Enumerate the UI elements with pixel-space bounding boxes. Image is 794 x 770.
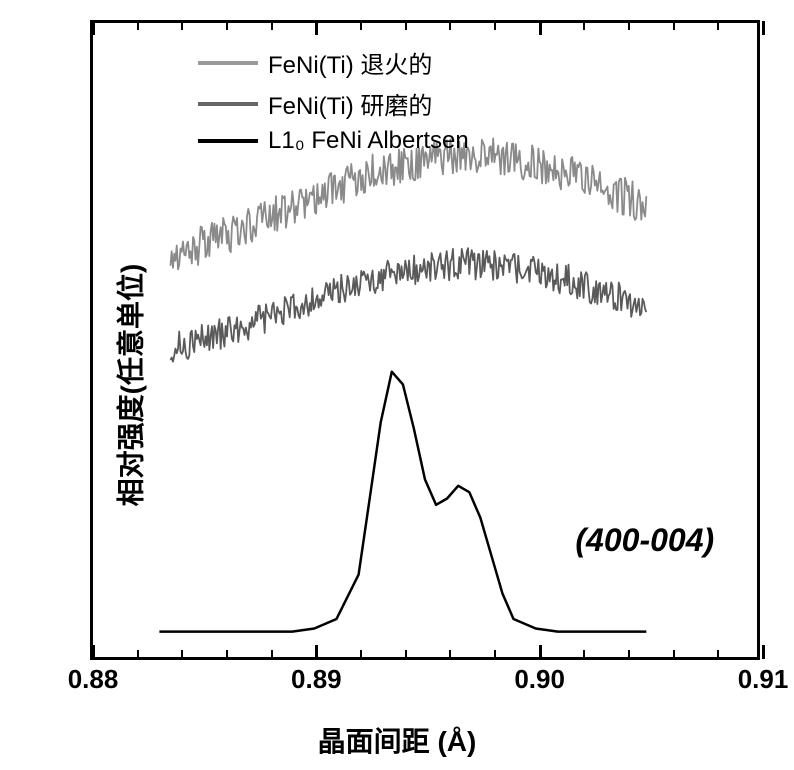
x-tick-minor [628, 650, 630, 658]
x-tick-minor [583, 650, 585, 658]
x-tick-minor [181, 650, 183, 658]
series-path [159, 372, 646, 632]
x-tick-top-minor [360, 22, 362, 30]
x-tick-minor [673, 650, 675, 658]
x-tick-top-minor [405, 22, 407, 30]
peak-annotation: (400-004) [575, 522, 714, 559]
x-tick-top-minor [226, 22, 228, 30]
x-tick-major [762, 645, 765, 659]
x-tick-top-major [539, 21, 542, 35]
x-tick-minor [360, 650, 362, 658]
x-tick-minor [226, 650, 228, 658]
x-tick-top-minor [673, 22, 675, 30]
x-tick-major [315, 645, 318, 659]
x-tick-top-minor [583, 22, 585, 30]
legend-line [198, 102, 258, 106]
x-tick-top-minor [494, 22, 496, 30]
x-tick-label: 0.90 [514, 664, 565, 695]
chart-container: 相对强度(任意单位) 晶面间距 (Å) FeNi(Ti) 退火的FeNi(Ti)… [0, 0, 794, 770]
legend-label: FeNi(Ti) 退火的 [268, 45, 432, 80]
x-tick-top-minor [449, 22, 451, 30]
x-tick-label: 0.89 [291, 664, 342, 695]
legend: FeNi(Ti) 退火的 FeNi(Ti) 研磨的 L1₀ FeNi Alberts… [198, 45, 469, 161]
series-path [170, 248, 646, 362]
x-tick-minor [494, 650, 496, 658]
x-tick-minor [717, 650, 719, 658]
x-tick-top-minor [137, 22, 139, 30]
x-tick-major [92, 645, 95, 659]
x-tick-minor [271, 650, 273, 658]
x-tick-top-minor [181, 22, 183, 30]
x-tick-top-minor [628, 22, 630, 30]
legend-item: L1₀ FeNi Albertsen [198, 127, 469, 155]
plot-area: FeNi(Ti) 退火的 FeNi(Ti) 研磨的 L1₀ FeNi Alberts… [90, 20, 760, 660]
x-tick-top-major [762, 21, 765, 35]
legend-item: FeNi(Ti) 研磨的 [198, 86, 469, 121]
x-tick-top-minor [271, 22, 273, 30]
x-tick-minor [449, 650, 451, 658]
legend-label: L1₀ FeNi Albertsen [268, 127, 469, 155]
legend-item: FeNi(Ti) 退火的 [198, 45, 469, 80]
x-tick-label: 0.91 [738, 664, 789, 695]
legend-line [198, 139, 258, 143]
x-tick-label: 0.88 [68, 664, 119, 695]
x-tick-top-major [92, 21, 95, 35]
x-tick-major [539, 645, 542, 659]
x-tick-minor [405, 650, 407, 658]
x-tick-top-major [315, 21, 318, 35]
legend-line [198, 61, 258, 65]
x-axis-label: 晶面间距 (Å) [318, 720, 477, 760]
legend-label: FeNi(Ti) 研磨的 [268, 86, 432, 121]
x-tick-minor [137, 650, 139, 658]
x-tick-top-minor [717, 22, 719, 30]
